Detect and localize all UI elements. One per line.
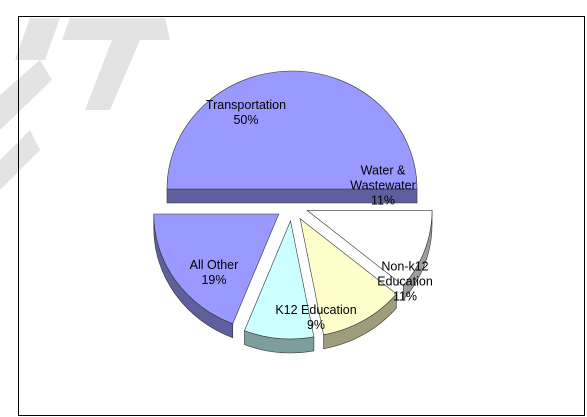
value-label: 50% <box>233 113 259 127</box>
watermark-stroke <box>0 60 52 130</box>
slice-label: K12 Education 9% <box>261 303 371 333</box>
category-label: Water & Wastewater <box>350 163 416 193</box>
slice <box>306 210 433 287</box>
frame <box>18 16 585 416</box>
category-label: Non-k12 Education <box>377 259 433 289</box>
slice-label: Transportation 50% <box>191 98 301 128</box>
watermark-stroke <box>15 18 60 60</box>
slice <box>299 218 397 336</box>
slice-label: Non-k12 Education 11% <box>369 260 441 305</box>
category-label: K12 Education <box>275 303 357 317</box>
slice <box>244 219 315 340</box>
category-label: All Other <box>189 258 239 272</box>
value-label: 11% <box>392 289 418 304</box>
slice-label: All Other 19% <box>174 258 254 288</box>
slice-tops <box>153 70 433 340</box>
slice <box>166 70 418 190</box>
value-label: 11% <box>370 193 396 208</box>
slice <box>153 213 280 325</box>
watermark <box>0 18 170 190</box>
category-label: Transportation <box>205 98 287 112</box>
watermark-stroke <box>0 130 40 190</box>
value-label: 9% <box>306 318 326 332</box>
watermark-stroke <box>62 18 170 110</box>
value-label: 19% <box>201 273 227 287</box>
slice-label: Water & Wastewater 11% <box>343 164 423 209</box>
